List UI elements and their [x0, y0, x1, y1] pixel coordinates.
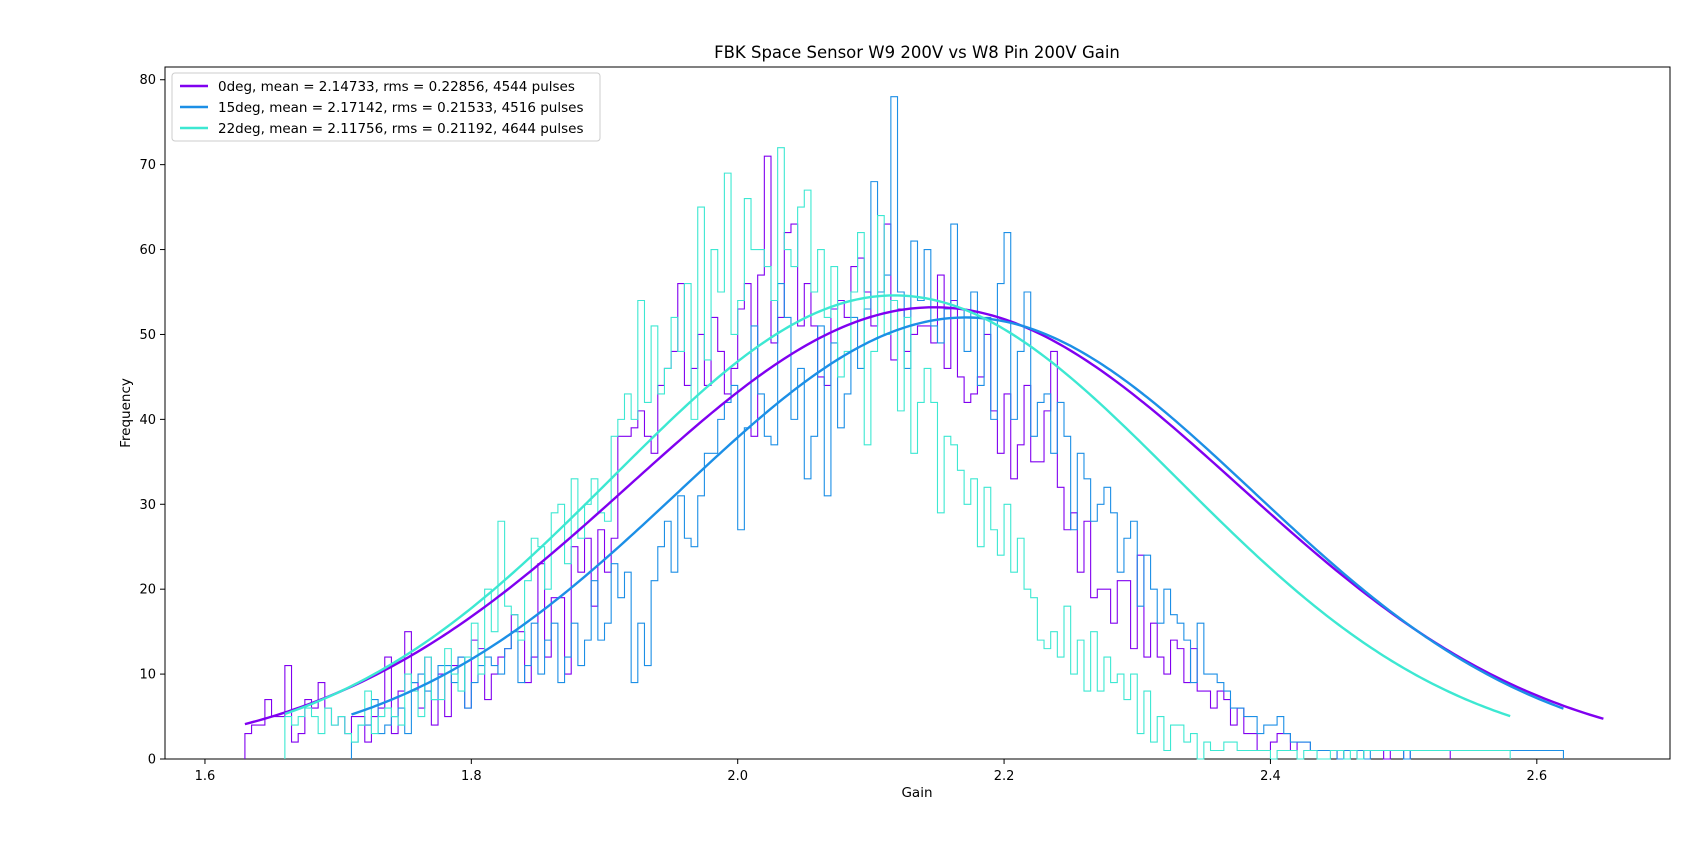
y-tick-label: 0 [148, 753, 156, 768]
chart-title: FBK Space Sensor W9 200V vs W8 Pin 200V … [714, 43, 1120, 62]
fit-curve-series-1 [351, 316, 1564, 716]
legend: 0deg, mean = 2.14733, rms = 0.22856, 454… [171, 72, 601, 142]
y-tick-label: 40 [139, 413, 156, 428]
legend-label-2: 22deg, mean = 2.11756, rms = 0.21192, 46… [218, 121, 584, 137]
x-tick-label: 2.6 [1526, 769, 1547, 784]
legend-box [171, 72, 601, 142]
x-axis-label: Gain [901, 785, 932, 801]
plot-frame [164, 66, 1671, 760]
y-tick-label: 30 [139, 498, 156, 513]
histogram-series-1 [350, 96, 1564, 760]
x-tick-label: 2.4 [1260, 769, 1281, 784]
histogram-series-0 [244, 155, 1451, 760]
y-tick-label: 60 [139, 243, 156, 258]
y-tick-label: 50 [139, 328, 156, 343]
x-tick-label: 2.0 [727, 769, 748, 784]
x-tick-label: 2.2 [994, 769, 1015, 784]
legend-label-0: 0deg, mean = 2.14733, rms = 0.22856, 454… [218, 79, 575, 95]
x-tick-label: 1.6 [195, 769, 216, 784]
legend-label-1: 15deg, mean = 2.17142, rms = 0.21533, 45… [218, 100, 584, 116]
histogram-series-2 [284, 147, 1511, 760]
fit-curve-series-2 [284, 294, 1511, 718]
y-tick-label: 20 [139, 583, 156, 598]
y-tick-label: 80 [139, 73, 156, 88]
fit-layer [244, 294, 1604, 726]
y-tick-label: 70 [139, 158, 156, 173]
y-axis-label: Frequency [118, 378, 134, 448]
x-tick-label: 1.8 [461, 769, 482, 784]
axes-layer: 1.6 1.8 2.0 2.2 2.4 2.6 0 10 20 30 40 50 60 70 80 [139, 73, 1547, 784]
y-tick-label: 10 [139, 668, 156, 683]
histogram-layer [244, 96, 1564, 760]
